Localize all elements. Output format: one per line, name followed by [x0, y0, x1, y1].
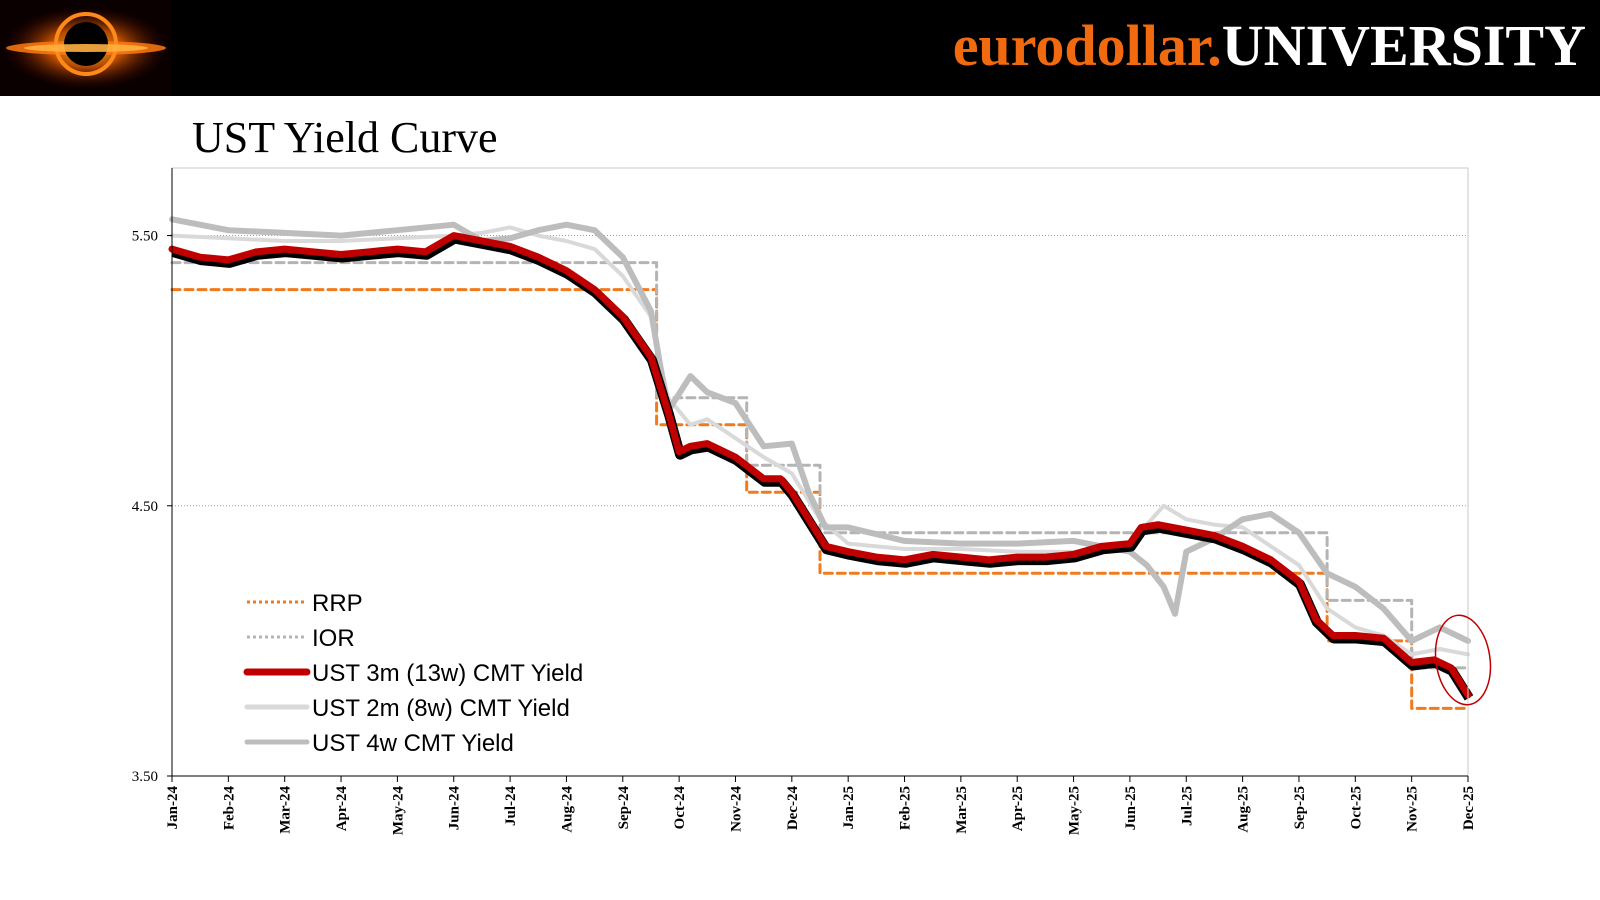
x-tick-label: Jun-25: [1123, 786, 1139, 830]
series-line-ust-2m-8w-cmt-yield: [170, 225, 1470, 657]
series-line-ust-3m-13w-cmt-yield: [168, 232, 1472, 699]
x-tick-label: Sep-25: [1292, 786, 1308, 829]
x-tick-label: Dec-25: [1461, 786, 1477, 830]
brand-part-eurodollar: eurodollar.: [952, 13, 1222, 78]
x-tick-label: Apr-25: [1010, 786, 1026, 831]
legend-label: RRP: [312, 590, 363, 617]
x-tick-label: Mar-25: [954, 786, 970, 834]
x-tick-label: Jul-25: [1179, 786, 1195, 826]
x-tick-label: Oct-25: [1348, 786, 1364, 829]
brand-part-university: UNIVERSITY: [1221, 13, 1586, 78]
series-line-ior: [170, 261, 1470, 670]
legend-label: IOR: [312, 625, 355, 652]
x-tick-label: Aug-25: [1236, 786, 1252, 833]
x-tick-label: Mar-24: [278, 786, 294, 834]
series-line-ust-4w-cmt-yield: [169, 216, 1471, 644]
x-tick-label: May-25: [1067, 786, 1083, 835]
x-tick-label: Nov-24: [728, 786, 744, 832]
x-tick-label: Feb-24: [221, 786, 237, 831]
y-tick-label: 5.50: [132, 229, 158, 245]
x-tick-label: Feb-25: [898, 786, 914, 830]
highlight-circle: [1434, 614, 1492, 706]
x-tick-label: Sep-24: [616, 786, 632, 830]
header-banner: eurodollar.UNIVERSITY: [0, 0, 1600, 96]
x-tick-label: Aug-24: [559, 786, 575, 833]
brand-wordmark: eurodollar.UNIVERSITY: [953, 6, 1586, 86]
legend-label: UST 2m (8w) CMT Yield: [312, 695, 570, 722]
legend-label: UST 3m (13w) CMT Yield: [312, 660, 583, 687]
y-tick-label: 4.50: [132, 499, 158, 515]
x-tick-label: Nov-25: [1405, 786, 1421, 832]
x-tick-label: Jan-24: [165, 786, 181, 830]
black-hole-logo-icon: [0, 0, 172, 96]
x-tick-label: Jun-24: [447, 786, 463, 831]
x-tick-label: Apr-24: [334, 786, 350, 832]
x-tick-label: May-24: [390, 786, 406, 836]
x-tick-label: Dec-24: [785, 786, 801, 831]
x-tick-label: Oct-24: [672, 786, 688, 830]
eurodollar-logo: [0, 0, 172, 96]
x-tick-label: Jul-24: [503, 786, 519, 827]
legend-label: UST 4w CMT Yield: [312, 730, 514, 757]
x-tick-label: Jan-25: [841, 786, 857, 829]
y-tick-label: 3.50: [132, 769, 158, 785]
page-title: UST Yield Curve: [192, 113, 498, 162]
